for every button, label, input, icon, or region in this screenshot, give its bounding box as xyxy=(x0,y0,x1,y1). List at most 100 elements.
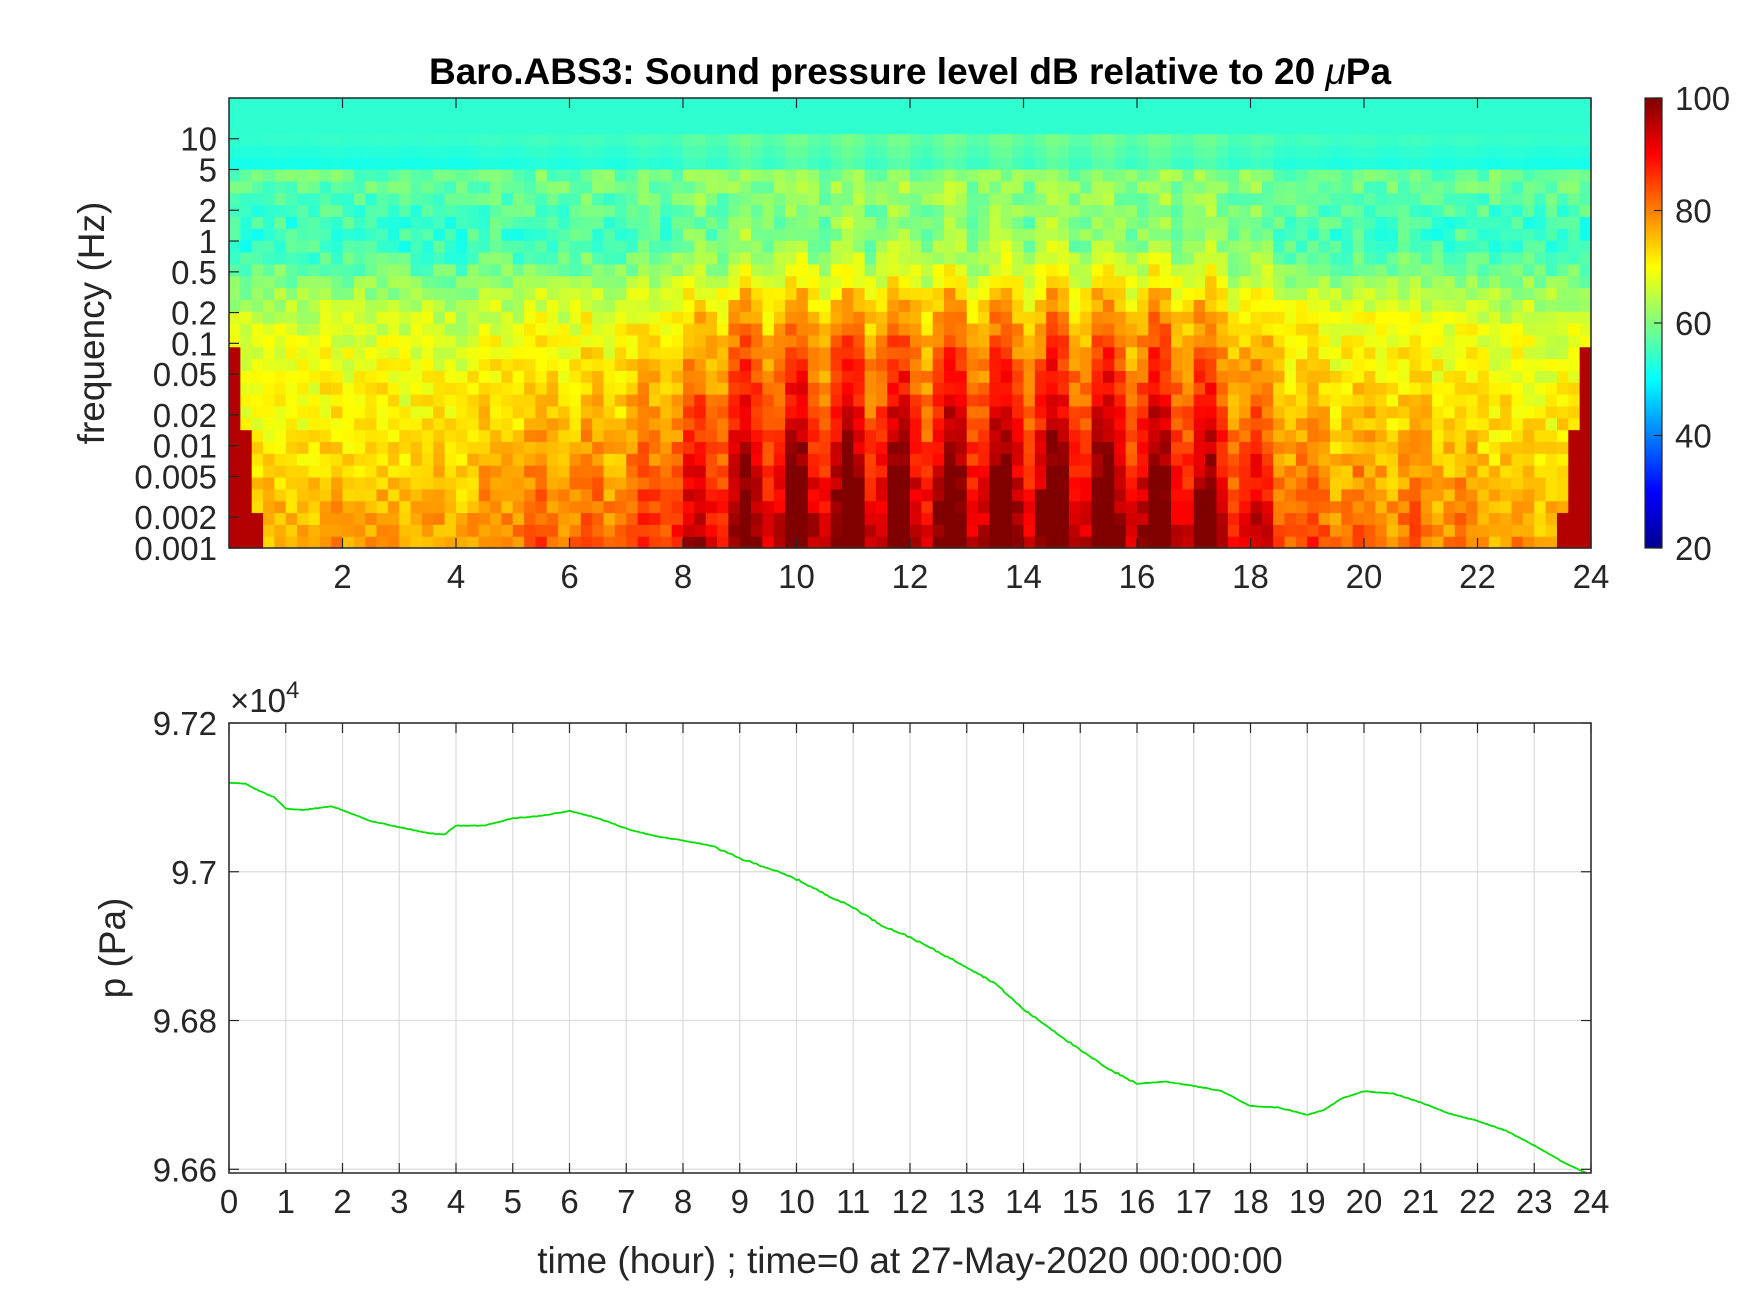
spectrogram-cell xyxy=(1545,251,1558,265)
spectrogram-cell xyxy=(1205,370,1218,383)
spectrogram-cell xyxy=(1341,453,1354,466)
spectrogram-cell xyxy=(819,180,832,194)
spectrogram-cell xyxy=(1409,417,1422,431)
spectrogram-cell xyxy=(1205,287,1218,300)
spectrogram-cell xyxy=(592,109,605,123)
spectrogram-cell xyxy=(456,263,468,277)
spectrogram-cell xyxy=(592,382,605,395)
spectrogram-y-tick-label: 0.2 xyxy=(171,295,217,332)
spectrogram-cell xyxy=(387,370,400,383)
spectrogram-cell xyxy=(1102,180,1115,194)
spectrogram-cell xyxy=(263,524,275,537)
spectrogram-cell xyxy=(717,453,729,466)
spectrogram-cell xyxy=(444,453,457,466)
spectrogram-cell xyxy=(274,240,287,253)
spectrogram-cell xyxy=(785,216,798,229)
spectrogram-cell xyxy=(1046,323,1059,336)
spectrogram-cell xyxy=(1375,476,1388,490)
spectrogram-cell xyxy=(1466,157,1479,170)
spectrogram-cell xyxy=(683,299,695,312)
spectrogram-cell xyxy=(1420,346,1433,360)
spectrogram-cell xyxy=(1477,98,1490,111)
spectrogram-cell xyxy=(875,488,888,502)
spectrogram-cell xyxy=(353,429,366,443)
spectrogram-cell xyxy=(387,441,400,454)
spectrogram-cell xyxy=(944,145,956,158)
spectrogram-cell xyxy=(297,299,310,312)
spectrogram-cell xyxy=(921,311,934,324)
spectrogram-cell xyxy=(1307,145,1320,158)
spectrogram-cell xyxy=(263,169,275,182)
spectrogram-cell xyxy=(1012,323,1025,336)
spectrogram-cell xyxy=(898,394,911,407)
spectrogram-cell xyxy=(614,465,627,478)
spectrogram-cell xyxy=(297,275,310,289)
spectrogram-cell xyxy=(421,169,434,182)
spectrogram-cell xyxy=(626,133,639,146)
spectrogram-cell xyxy=(1102,133,1115,146)
spectrogram-cell xyxy=(376,500,389,514)
spectrogram-cell xyxy=(944,275,956,289)
spectrogram-cell xyxy=(524,251,537,265)
spectrogram-cell xyxy=(762,382,775,395)
spectrogram-cell xyxy=(1568,394,1581,407)
spectrogram-cell xyxy=(739,192,752,206)
spectrogram-cell xyxy=(864,394,877,407)
spectrogram-cell xyxy=(875,382,888,395)
spectrogram-cell xyxy=(1239,240,1252,253)
spectrogram-cell xyxy=(1375,346,1388,360)
spectrogram-cell xyxy=(830,382,843,395)
spectrogram-cell xyxy=(251,192,264,206)
spectrogram-cell xyxy=(864,488,877,502)
spectrogram-cell xyxy=(1273,275,1286,289)
spectrogram-cell xyxy=(1556,240,1569,253)
spectrogram-cell xyxy=(785,192,798,206)
spectrogram-cell xyxy=(1091,394,1104,407)
spectrogram-cell xyxy=(478,476,491,490)
chart-title: Baro.ABS3: Sound pressure level dB relat… xyxy=(429,51,1391,92)
spectrogram-cell xyxy=(501,157,514,170)
spectrogram-cell xyxy=(240,216,253,229)
spectrogram-cell xyxy=(524,263,537,277)
spectrogram-cell xyxy=(875,524,888,537)
spectrogram-cell xyxy=(1307,417,1320,431)
spectrogram-cell xyxy=(1477,441,1490,454)
spectrogram-cell xyxy=(910,145,922,158)
spectrogram-cell xyxy=(1239,394,1252,407)
spectrogram-cell xyxy=(444,512,457,525)
spectrogram-cell xyxy=(1273,476,1286,490)
spectrogram-cell xyxy=(728,524,741,537)
spectrogram-cell xyxy=(864,382,877,395)
spectrogram-cell xyxy=(263,275,275,289)
spectrogram-cell xyxy=(331,133,344,146)
spectrogram-cell xyxy=(1477,263,1490,277)
spectrogram-cell xyxy=(1091,453,1104,466)
spectrogram-cell xyxy=(535,429,548,443)
spectrogram-cell xyxy=(1023,121,1036,135)
spectrogram-cell xyxy=(1477,192,1490,206)
spectrogram-cell xyxy=(875,169,888,182)
spectrogram-cell xyxy=(1466,358,1479,371)
spectrogram-cell xyxy=(683,109,695,123)
spectrogram-cell xyxy=(1068,133,1081,146)
spectrogram-cell xyxy=(853,417,866,431)
spectrogram-cell xyxy=(229,524,241,537)
spectrogram-cell xyxy=(1341,524,1354,537)
spectrogram-cell xyxy=(1364,192,1376,206)
spectrogram-cell xyxy=(433,323,446,336)
spectrogram-cell xyxy=(1295,133,1308,146)
spectrogram-cell xyxy=(1114,524,1127,537)
spectrogram-cell xyxy=(966,311,979,324)
spectrogram-cell xyxy=(1273,240,1286,253)
spectrogram-cell xyxy=(898,133,911,146)
spectrogram-cell xyxy=(807,145,820,158)
spectrogram-cell xyxy=(728,370,741,383)
spectrogram-cell xyxy=(1284,417,1297,431)
spectrogram-cell xyxy=(342,287,355,300)
spectrogram-cell xyxy=(875,512,888,525)
spectrogram-cell xyxy=(308,346,321,360)
spectrogram-cell xyxy=(274,382,287,395)
spectrogram-cell xyxy=(717,394,729,407)
spectrogram-cell xyxy=(1114,500,1127,514)
spectrogram-cell xyxy=(1137,524,1149,537)
